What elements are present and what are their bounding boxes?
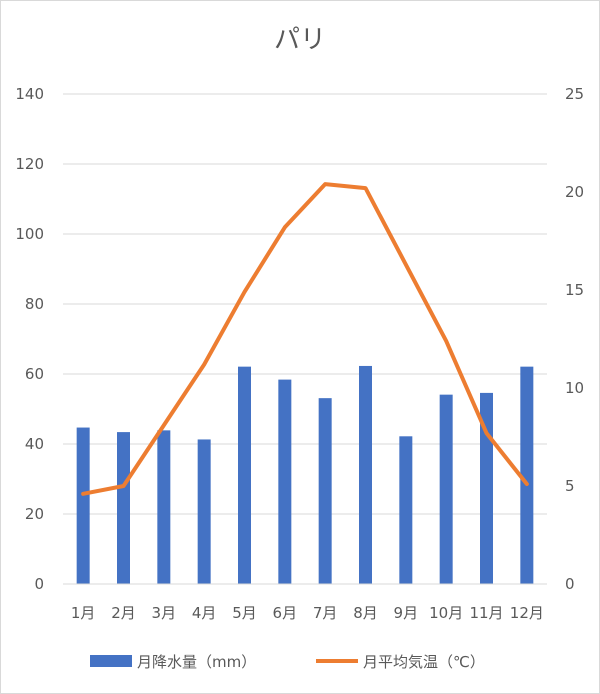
x-axis-tick-label: 10月 xyxy=(429,604,463,622)
temperature-line xyxy=(81,182,529,496)
gridlines xyxy=(63,93,547,515)
legend: 月降水量（mm） 月平均気温（℃） xyxy=(90,653,485,671)
right-axis-tick-label: 20 xyxy=(565,183,584,201)
x-axis-tick-label: 3月 xyxy=(152,604,177,622)
x-axis-tick-label: 5月 xyxy=(232,604,257,622)
left-axis-ticks: 0 20 40 60 80 100 120 140 xyxy=(15,85,44,593)
x-axis-tick-label: 8月 xyxy=(353,604,378,622)
left-axis-tick-label: 40 xyxy=(25,435,44,453)
right-axis-tick-label: 5 xyxy=(565,477,575,495)
legend-label-precipitation: 月降水量（mm） xyxy=(137,653,256,671)
left-axis-tick-label: 60 xyxy=(25,365,44,383)
precipitation-bar xyxy=(157,430,171,584)
precipitation-bar xyxy=(399,436,413,584)
left-axis-tick-label: 140 xyxy=(15,85,44,103)
x-axis-tick-label: 4月 xyxy=(192,604,217,622)
right-axis-ticks: 0 5 10 15 20 25 xyxy=(565,85,584,593)
precipitation-bar xyxy=(238,366,251,584)
left-axis-tick-label: 120 xyxy=(15,155,44,173)
left-axis-tick-label: 20 xyxy=(25,505,44,523)
x-axis-ticks: 1月 2月 3月 4月 5月 6月 7月 8月 9月 10月 11月 12月 xyxy=(71,604,544,622)
left-axis-tick-label: 80 xyxy=(25,295,44,313)
precipitation-bar xyxy=(359,365,372,584)
x-axis-tick-label: 2月 xyxy=(111,604,136,622)
precipitation-bar xyxy=(318,398,332,584)
precipitation-bar xyxy=(520,366,534,584)
x-axis-tick-label: 7月 xyxy=(313,604,338,622)
x-axis-tick-label: 6月 xyxy=(273,604,298,622)
chart-title: パリ xyxy=(274,25,326,55)
right-axis-tick-label: 15 xyxy=(565,281,584,299)
left-axis-tick-label: 100 xyxy=(15,225,44,243)
precipitation-bar xyxy=(76,427,90,584)
precipitation-bar xyxy=(197,439,211,584)
precipitation-bar xyxy=(439,394,453,584)
right-axis-tick-label: 10 xyxy=(565,379,584,397)
temperature-line-series xyxy=(81,182,529,496)
precipitation-bar xyxy=(117,432,130,584)
right-axis-tick-label: 25 xyxy=(565,85,584,103)
x-axis-tick-label: 11月 xyxy=(469,604,503,622)
right-axis-tick-label: 0 xyxy=(565,575,575,593)
precipitation-bar xyxy=(278,379,292,584)
x-axis-tick-label: 9月 xyxy=(394,604,419,622)
legend-label-temperature: 月平均気温（℃） xyxy=(363,653,485,671)
x-axis-tick-label: 12月 xyxy=(510,604,544,622)
left-axis-tick-label: 0 xyxy=(34,575,44,593)
precipitation-bar xyxy=(480,392,493,584)
precipitation-bars xyxy=(76,365,534,584)
legend-swatch-precipitation xyxy=(90,655,132,667)
x-axis-tick-label: 1月 xyxy=(71,604,96,622)
